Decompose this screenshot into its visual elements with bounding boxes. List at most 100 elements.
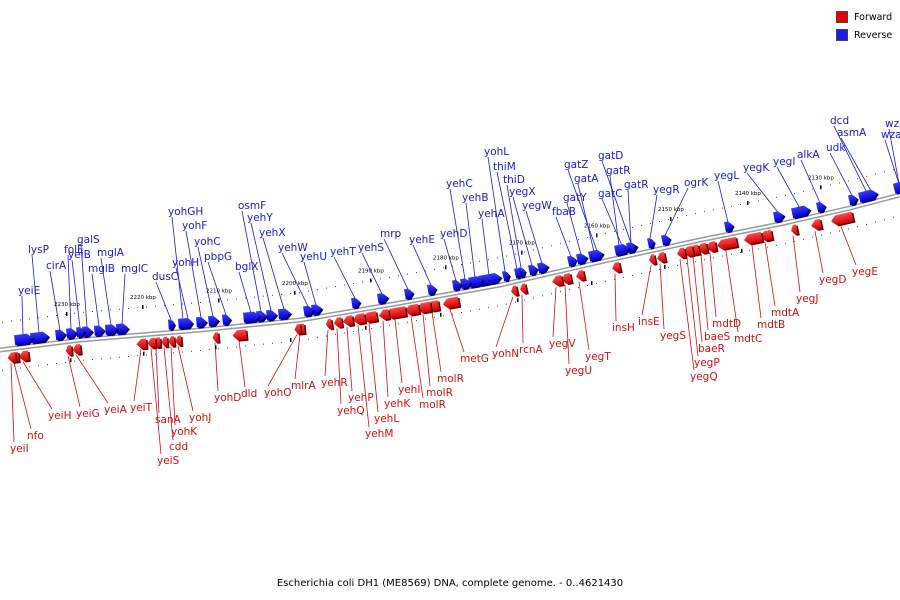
- gene-arrow-body: [175, 335, 182, 346]
- gene-arrow-body: [520, 283, 528, 294]
- gene-arrow-body: [55, 329, 66, 341]
- tick-mark: [294, 290, 296, 295]
- axis-dot: [875, 221, 876, 223]
- tick-mark: [747, 201, 749, 205]
- gene-arrow-body: [342, 315, 354, 326]
- gene-arrow-body: [196, 316, 207, 328]
- leader-line: [792, 235, 801, 293]
- axis-dot: [227, 299, 228, 301]
- axis-dot: [164, 353, 165, 354]
- axis-dot: [767, 198, 768, 200]
- gene-arrow-body: [161, 336, 168, 347]
- gene-label: yeiE: [18, 285, 40, 297]
- axis-dot: [497, 305, 498, 307]
- gene-arrow-body: [325, 318, 333, 330]
- gene-label: nfo: [27, 430, 44, 442]
- leader-line: [664, 187, 689, 236]
- axis-dot: [506, 255, 507, 257]
- gene-arrow: [567, 255, 578, 268]
- gene-arrow: [743, 231, 765, 246]
- leader-line: [207, 261, 227, 315]
- genome-caption: Escherichia coli DH1 (ME8569) DNA, compl…: [276, 578, 624, 589]
- gene-arrow: [351, 297, 362, 310]
- axis-dot: [146, 306, 147, 308]
- leader-line: [709, 252, 717, 318]
- leader-line: [555, 216, 572, 257]
- leader-line: [346, 326, 353, 392]
- gene-arrow-body: [116, 323, 129, 334]
- gene-label: yeiT: [130, 402, 153, 414]
- gene-label: yeiH: [48, 410, 72, 422]
- axis-dot: [155, 305, 156, 307]
- gene-label: yehD: [440, 228, 467, 240]
- axis-dot: [416, 320, 417, 322]
- axis-dot: [866, 223, 867, 225]
- leader-line: [751, 245, 762, 319]
- tick-mark: [215, 345, 217, 350]
- gene-label: dusC: [152, 271, 178, 283]
- legend-forward: Forward: [836, 9, 892, 25]
- leader-line: [13, 362, 32, 430]
- axis-dot: [182, 303, 183, 305]
- axis-dot: [281, 293, 282, 295]
- gene-arrow: [66, 328, 79, 340]
- gene-arrow-body: [848, 194, 857, 206]
- gene-arrow-body: [352, 313, 366, 325]
- reverse-swatch: [836, 29, 848, 41]
- leader-line: [567, 169, 598, 251]
- gene-arrow: [791, 224, 800, 236]
- axis-dot: [380, 278, 381, 280]
- axis-dot: [794, 240, 795, 242]
- gene-arrow: [612, 261, 623, 274]
- axis-dot: [92, 311, 93, 312]
- axis-dot: [434, 268, 435, 270]
- axis-dot: [128, 356, 129, 357]
- gene-arrow-body: [616, 243, 629, 256]
- axis-dot: [524, 299, 525, 301]
- axis-dot: [578, 287, 579, 289]
- tick-mark: [517, 298, 519, 303]
- axis-dot: [29, 318, 30, 320]
- tick-label: 2230 kbp: [54, 302, 80, 308]
- axis-dot: [659, 269, 660, 271]
- gene-arrow: [576, 269, 587, 282]
- leader-line: [171, 216, 184, 319]
- gene-label: yohK: [171, 426, 198, 438]
- gene-arrow: [442, 296, 462, 310]
- gene-arrows: [7, 182, 900, 364]
- gene-label: yehI: [398, 384, 420, 396]
- tick-label: 2200 kbp: [282, 281, 308, 287]
- gene-label: molR: [426, 387, 453, 399]
- gene-arrow-body: [528, 264, 537, 276]
- gene-label: yehW: [278, 242, 308, 254]
- leader-line: [746, 172, 779, 213]
- leader-line: [764, 242, 776, 307]
- axis-dot: [668, 219, 669, 221]
- gene-arrow-body: [427, 284, 436, 295]
- gene-arrow: [342, 315, 356, 328]
- tick-mark: [66, 312, 68, 316]
- gene-arrow-body: [816, 201, 825, 213]
- axis-dot: [245, 345, 246, 347]
- gene-label: insE: [638, 316, 660, 328]
- axis-dot: [533, 249, 534, 251]
- gene-arrow: [30, 331, 51, 345]
- axis-dot: [641, 224, 642, 226]
- gene-arrow: [243, 311, 262, 324]
- axis-dot: [776, 196, 777, 198]
- gene-label: sanA: [155, 414, 182, 426]
- gene-arrow-body: [76, 327, 85, 338]
- dotted-axis: 2130 kbp 2140 kbp 2150 kbp 2160 kbp 2170 kbp…: [2, 168, 894, 371]
- leader-line: [394, 319, 403, 384]
- gene-arrow: [816, 201, 827, 214]
- gene-arrow: [212, 332, 221, 344]
- axis-dot: [497, 257, 498, 259]
- leader-line: [333, 256, 356, 299]
- leader-line: [121, 273, 126, 325]
- gene-label: yegS: [660, 330, 686, 342]
- axis-dot: [758, 248, 759, 250]
- axis-dot: [704, 259, 705, 261]
- gene-label: yehE: [409, 234, 435, 246]
- gene-arrow-body: [478, 272, 501, 286]
